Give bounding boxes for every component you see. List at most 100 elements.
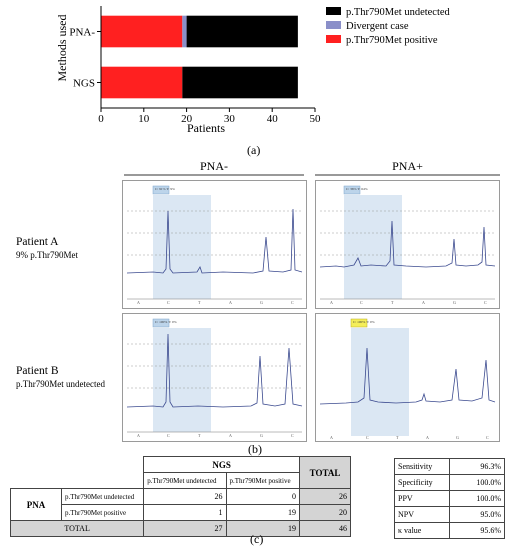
bar-segment <box>182 15 187 48</box>
svg-text:A: A <box>137 300 140 305</box>
cell-total: 19 <box>225 520 300 537</box>
legend-label: Divergent case <box>346 21 409 32</box>
trace-plot: C: 36% T: 64% A C T A G C <box>319 185 496 305</box>
svg-text:A: A <box>330 435 333 440</box>
svg-text:G: G <box>456 435 459 440</box>
category-label: PNA- <box>69 27 95 39</box>
stat-value: 100.0% <box>449 490 505 507</box>
cell-total: 20 <box>299 504 351 521</box>
patient-a-name: Patient A <box>16 236 59 248</box>
stat-value: 95.0% <box>449 506 505 523</box>
svg-text:C: C <box>360 300 363 305</box>
cell: 26 <box>143 488 227 505</box>
svg-text:A: A <box>137 433 140 438</box>
svg-text:T: T <box>391 300 394 305</box>
stat-label: NPV <box>394 506 450 523</box>
svg-text:C: C <box>167 300 170 305</box>
legend-swatch <box>326 7 341 15</box>
patient-a-detail: 9% p.Thr790Met <box>16 250 78 260</box>
patient-b-detail: p.Thr790Met undetected <box>16 379 105 389</box>
x-tick-label: 40 <box>267 113 279 125</box>
pna-label: PNA <box>10 488 62 521</box>
svg-text:A: A <box>330 300 333 305</box>
ngs-col-positive: p.Thr790Met positive <box>225 472 300 489</box>
svg-text:A: A <box>422 300 425 305</box>
cell-total: 26 <box>299 488 351 505</box>
bar-segment <box>186 15 298 48</box>
patient-b-name: Patient B <box>16 365 59 377</box>
x-tick-label: 20 <box>181 113 193 125</box>
chromatogram-patient-b-pna-minus: C: 100% T: 0% A C T A G C <box>122 313 307 442</box>
column-head-rules <box>124 174 500 176</box>
cell: 19 <box>225 504 300 521</box>
chart-category-labels: PNA- NGS <box>69 27 101 90</box>
category-label: NGS <box>73 78 95 90</box>
y-axis-label: Methods used <box>55 15 69 82</box>
percent-box: C: 100% T: 0% <box>155 320 177 324</box>
svg-text:A: A <box>229 433 232 438</box>
column-head-pna-plus: PNA+ <box>392 159 423 173</box>
chart-ticks: 0 10 20 30 40 50 <box>98 108 321 125</box>
x-axis-label: Patients <box>187 121 225 135</box>
cell: 0 <box>225 488 300 505</box>
bar-chart: 0 10 20 30 40 50 PNA- NGS Patients Methods use… <box>55 6 451 135</box>
ngs-header: NGS <box>143 456 300 473</box>
percent-box: C: 91% T: 9% <box>155 187 175 191</box>
svg-text:G: G <box>260 300 263 305</box>
total-row-label: TOTAL <box>9 520 145 537</box>
svg-text:C: C <box>167 433 170 438</box>
svg-text:T: T <box>396 435 399 440</box>
svg-text:T: T <box>198 300 201 305</box>
svg-text:G: G <box>453 300 456 305</box>
x-tick-label: 50 <box>310 113 322 125</box>
svg-text:A: A <box>229 300 232 305</box>
stat-label: PPV <box>394 490 450 507</box>
chart-legend: p.Thr790Met undetected Divergent case p.Th… <box>326 7 451 46</box>
panel-label-c: (c) <box>250 532 264 546</box>
row-label: p.Thr790Met positive <box>60 504 145 521</box>
svg-text:C: C <box>366 435 369 440</box>
svg-text:C: C <box>291 300 294 305</box>
chart-axes <box>100 6 315 109</box>
panel-label-a: (a) <box>247 143 261 157</box>
stat-value: 95.6% <box>449 522 505 539</box>
x-tick-label: 30 <box>224 113 236 125</box>
legend-label: p.Thr790Met undetected <box>346 7 451 18</box>
column-head-pna-minus: PNA- <box>199 159 228 173</box>
stat-label: Specificity <box>394 474 450 491</box>
svg-text:A: A <box>426 435 429 440</box>
trace-plot: C: 100% T: 0% A C T A G C <box>319 318 496 440</box>
panel-label-b: (b) <box>248 442 262 456</box>
svg-text:G: G <box>260 433 263 438</box>
legend-swatch <box>326 21 341 29</box>
legend-swatch <box>326 35 341 43</box>
x-tick-label: 0 <box>98 113 104 125</box>
comparison-table: NGS TOTAL p.Thr790Met undetected p.Thr79… <box>9 456 351 537</box>
percent-box: C: 36% T: 64% <box>346 187 368 191</box>
stat-label: Sensitivity <box>394 458 450 475</box>
stats-table: Sensitivity 96.3% Specificity 100.0% PPV 10… <box>394 458 505 539</box>
svg-text:C: C <box>484 300 487 305</box>
svg-text:C: C <box>486 435 489 440</box>
cell: 1 <box>143 504 227 521</box>
legend-label: p.Thr790Met positive <box>346 35 438 46</box>
bar-segment <box>101 15 183 48</box>
stat-value: 100.0% <box>449 474 505 491</box>
ngs-col-undetected: p.Thr790Met undetected <box>143 472 227 489</box>
stat-value: 96.3% <box>449 458 505 475</box>
svg-text:T: T <box>198 433 201 438</box>
row-label: p.Thr790Met undetected <box>60 488 145 505</box>
trace-plot: C: 100% T: 0% A C T A G C <box>126 318 303 438</box>
bar-segment <box>182 66 298 99</box>
patient-a-caption: Patient A 9% p.Thr790Met <box>16 236 78 262</box>
chart-bars <box>101 15 298 99</box>
chromatogram-patient-b-pna-plus: C: 100% T: 0% A C T A G C <box>315 313 500 442</box>
chromatogram-patient-a-pna-plus: C: 36% T: 64% A C T A G C <box>315 180 500 309</box>
x-tick-label: 10 <box>138 113 150 125</box>
total-header: TOTAL <box>299 456 351 489</box>
cell-total: 27 <box>143 520 227 537</box>
svg-text:C: C <box>291 433 294 438</box>
